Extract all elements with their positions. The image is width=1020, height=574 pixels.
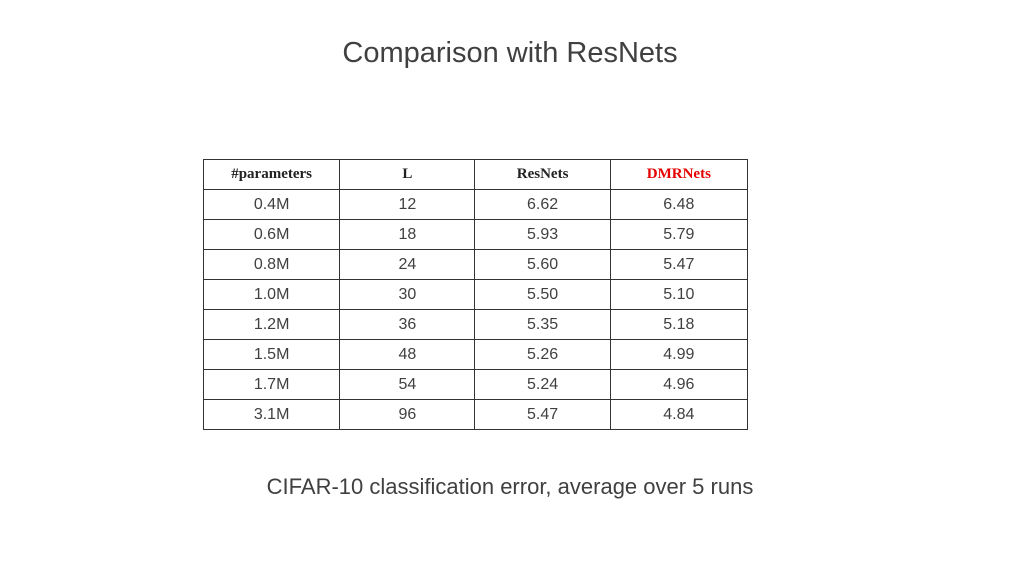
header-resnets: ResNets [474,159,611,190]
header-dmrnets: DMRNets [609,159,749,190]
cell-resnets: 5.93 [474,219,611,250]
cell-parameters: 0.6M [202,219,341,250]
cell-dmrnets: 5.47 [609,249,749,280]
table-row: 3.1M 96 5.47 4.84 [202,399,749,430]
header-parameters: #parameters [202,159,341,190]
cell-l: 48 [339,339,476,370]
cell-parameters: 1.2M [202,309,341,340]
cell-parameters: 1.0M [202,279,341,310]
cell-parameters: 3.1M [202,399,341,430]
cell-parameters: 0.8M [202,249,341,280]
cell-dmrnets: 4.99 [609,339,749,370]
cell-dmrnets: 6.48 [609,189,749,220]
cell-resnets: 5.50 [474,279,611,310]
table-row: 1.2M 36 5.35 5.18 [202,309,749,340]
table-row: 1.0M 30 5.50 5.10 [202,279,749,310]
cell-l: 12 [339,189,476,220]
cell-dmrnets: 5.10 [609,279,749,310]
table-header-row: #parameters L ResNets DMRNets [202,159,749,190]
cell-parameters: 0.4M [202,189,341,220]
slide-title: Comparison with ResNets [342,37,678,69]
cell-dmrnets: 4.84 [609,399,749,430]
cell-l: 24 [339,249,476,280]
cell-l: 54 [339,369,476,400]
cell-resnets: 5.24 [474,369,611,400]
cell-l: 18 [339,219,476,250]
cell-dmrnets: 5.79 [609,219,749,250]
table-caption: CIFAR-10 classification error, average o… [266,474,754,499]
table-row: 1.7M 54 5.24 4.96 [202,369,749,400]
table-row: 0.8M 24 5.60 5.47 [202,249,749,280]
header-l: L [339,159,476,190]
results-table: #parameters L ResNets DMRNets 0.4M 12 6.… [202,159,749,430]
table-row: 1.5M 48 5.26 4.99 [202,339,749,370]
cell-resnets: 5.47 [474,399,611,430]
cell-resnets: 5.60 [474,249,611,280]
cell-parameters: 1.5M [202,339,341,370]
table-row: 0.6M 18 5.93 5.79 [202,219,749,250]
cell-l: 36 [339,309,476,340]
cell-l: 96 [339,399,476,430]
cell-dmrnets: 5.18 [609,309,749,340]
cell-resnets: 5.26 [474,339,611,370]
table-row: 0.4M 12 6.62 6.48 [202,189,749,220]
cell-parameters: 1.7M [202,369,341,400]
cell-dmrnets: 4.96 [609,369,749,400]
cell-resnets: 5.35 [474,309,611,340]
cell-l: 30 [339,279,476,310]
cell-resnets: 6.62 [474,189,611,220]
